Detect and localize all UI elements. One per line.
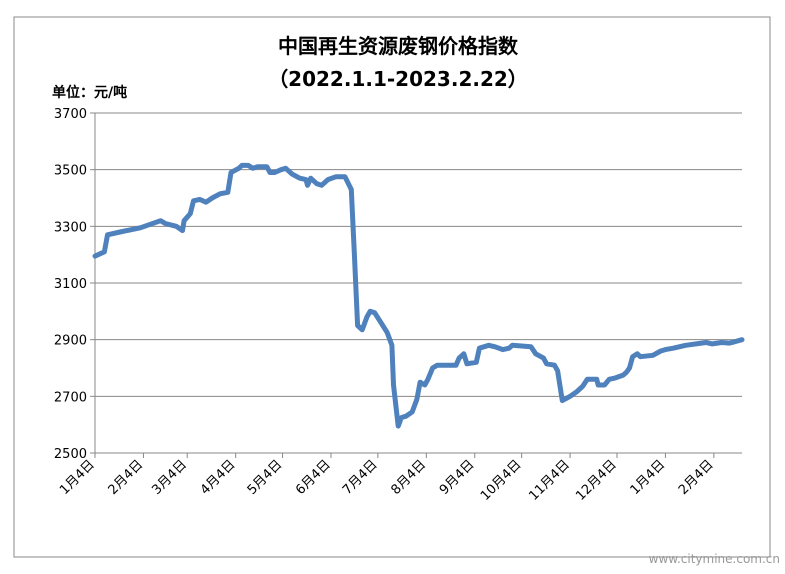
y-tick-label: 3700 [54,107,87,122]
y-tick-label: 2500 [54,447,87,462]
chart-title: 中国再生资源废钢价格指数 [278,34,519,58]
chart-border [13,16,771,558]
y-tick-label: 2900 [54,334,87,349]
y-axis-label: 单位：元/吨 [52,84,127,101]
y-tick-label: 3500 [54,164,87,179]
data-line [92,162,745,429]
y-tick-label: 3300 [54,220,87,235]
chart-subtitle: （2022.1.1-2023.2.22） [268,67,528,91]
y-tick-label: 3100 [54,277,87,292]
y-tick-label: 2700 [54,390,87,405]
watermark: www.citymine.com.cn [649,552,780,566]
